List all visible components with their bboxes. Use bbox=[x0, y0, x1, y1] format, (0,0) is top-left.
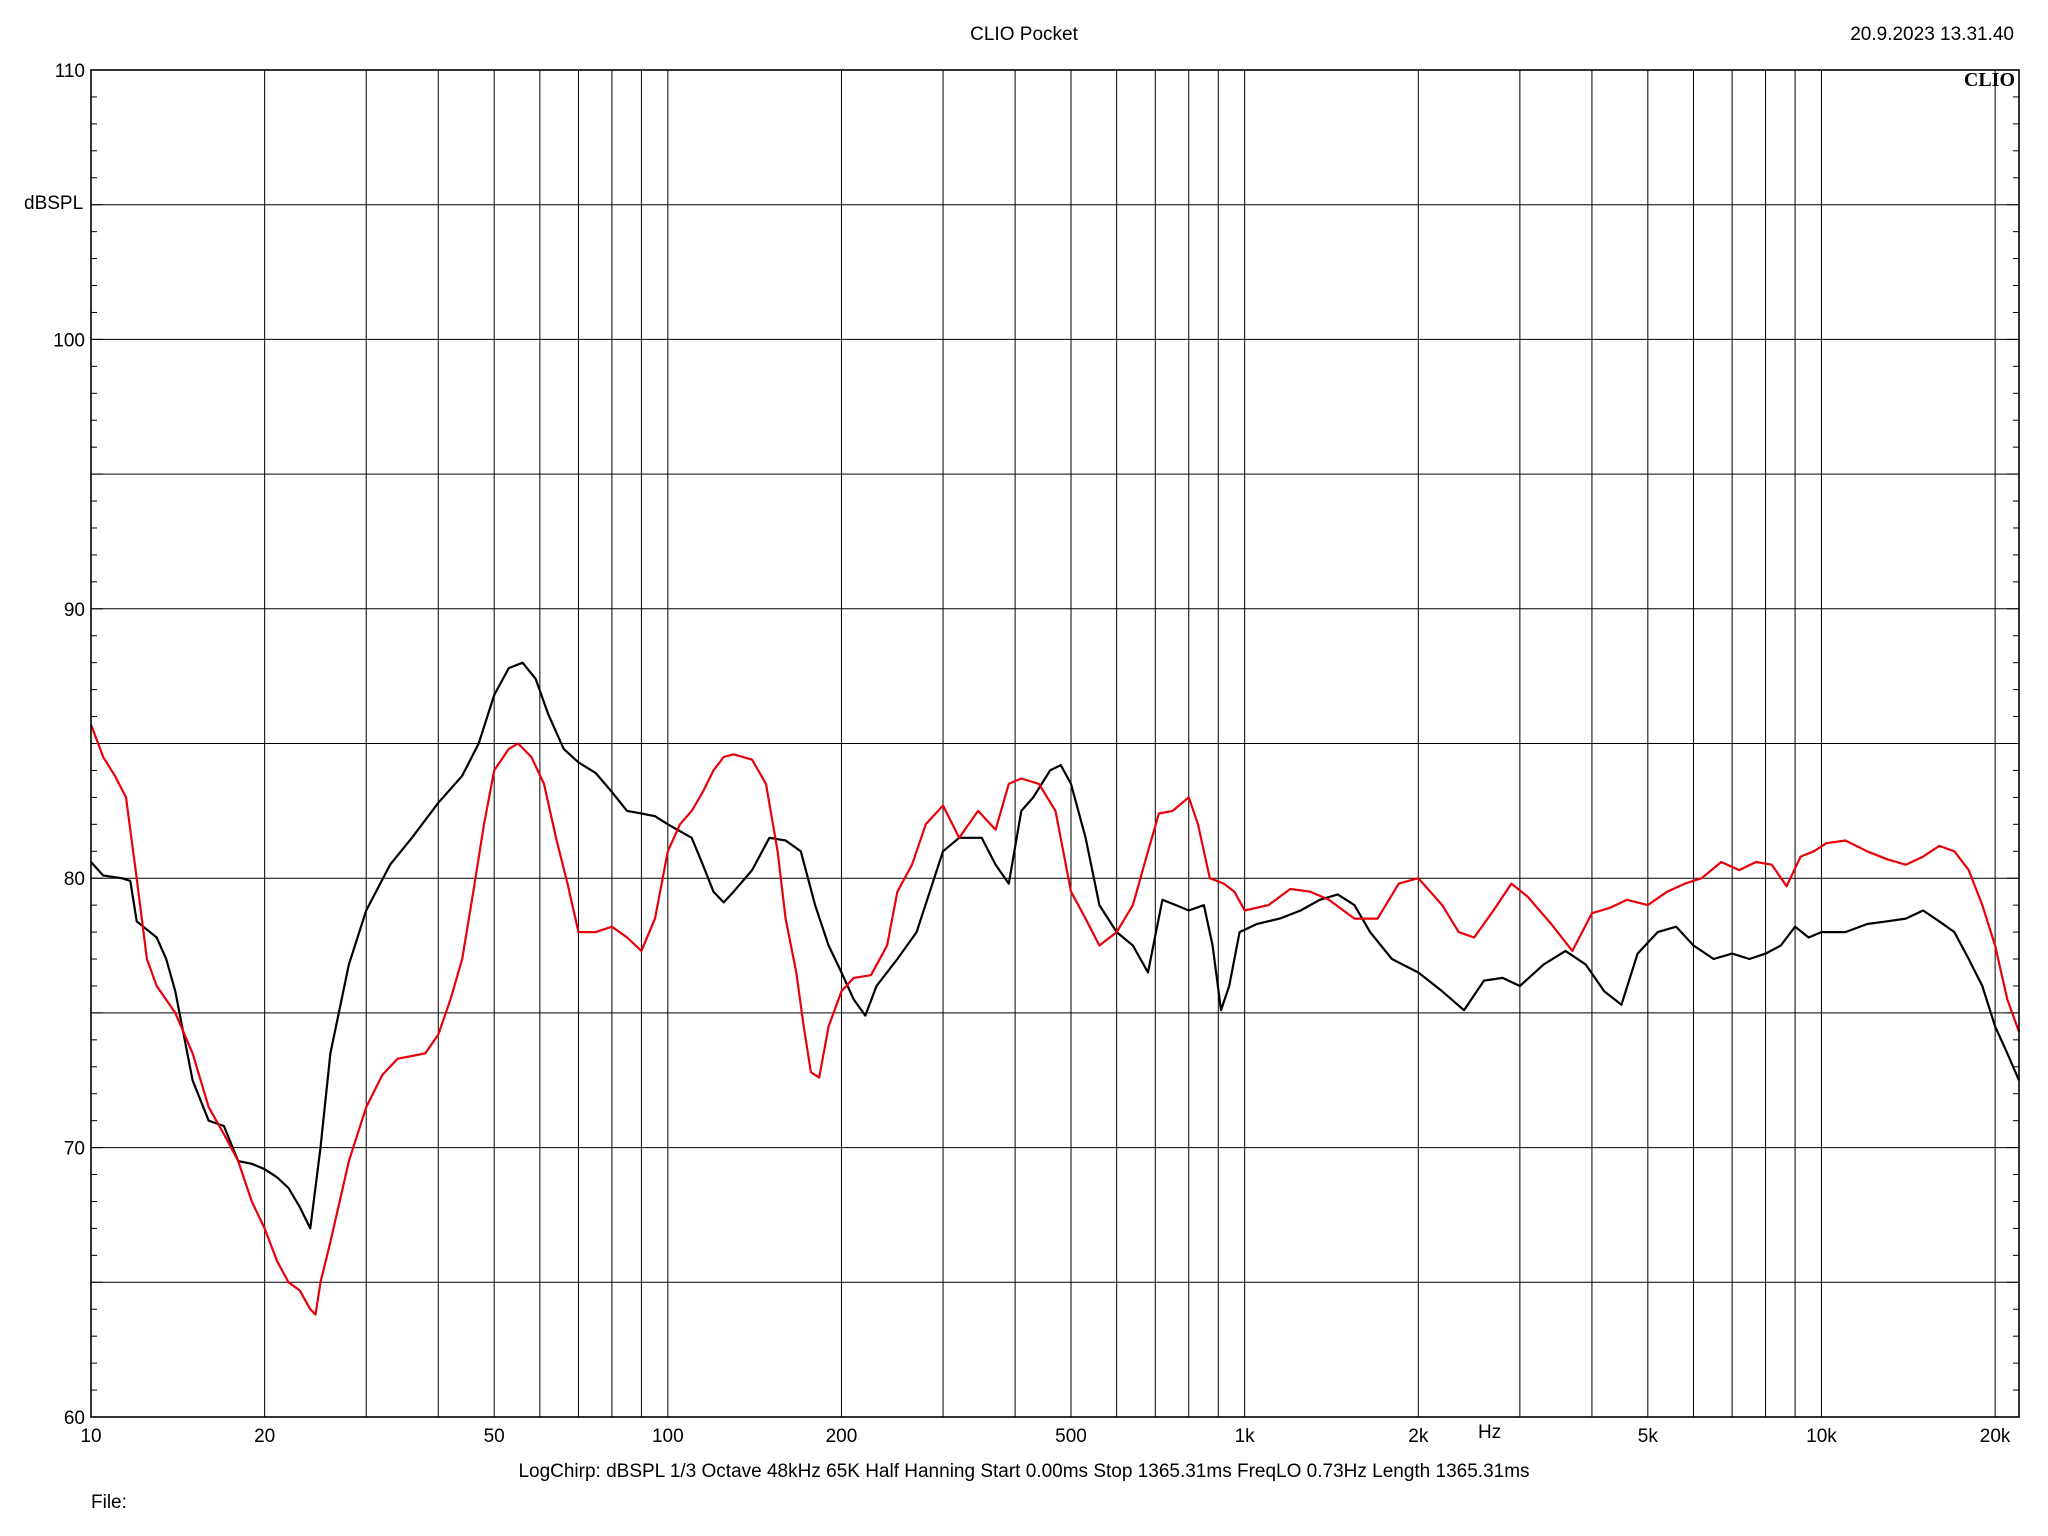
x-tick-label: 10 bbox=[80, 1426, 101, 1447]
y-axis-label: dBSPL bbox=[24, 193, 84, 214]
x-tick-label: 10k bbox=[1806, 1426, 1837, 1447]
timestamp: 20.9.2023 13.31.40 bbox=[1850, 24, 2014, 45]
y-tick-label: 100 bbox=[53, 330, 85, 351]
x-axis-unit-label: Hz bbox=[1478, 1422, 1502, 1443]
x-tick-label: 200 bbox=[826, 1426, 858, 1447]
plot-frame bbox=[90, 69, 2020, 1418]
series-line-1 bbox=[90, 661, 2021, 1230]
grid bbox=[91, 69, 2019, 1418]
y-tick-label: 90 bbox=[64, 600, 85, 621]
y-tick-label: 110 bbox=[55, 61, 85, 82]
chart-title: CLIO Pocket bbox=[970, 24, 1078, 45]
series-layer bbox=[89, 661, 2021, 1316]
x-tick-label: 5k bbox=[1638, 1426, 1659, 1447]
y-tick-label: 60 bbox=[64, 1408, 85, 1429]
x-tick-label: 2k bbox=[1408, 1426, 1429, 1447]
x-tick-label: 500 bbox=[1055, 1426, 1087, 1447]
measurement-settings: LogChirp: dBSPL 1/3 Octave 48kHz 65K Hal… bbox=[518, 1461, 1530, 1482]
y-tick-label: 70 bbox=[64, 1139, 85, 1160]
x-tick-label: 1k bbox=[1235, 1426, 1256, 1447]
x-tick-label: 100 bbox=[652, 1426, 684, 1447]
file-label: File: bbox=[91, 1492, 127, 1513]
x-tick-label: 20 bbox=[254, 1426, 275, 1447]
x-tick-label: 50 bbox=[484, 1426, 505, 1447]
y-tick-label: 80 bbox=[64, 869, 85, 890]
series-line-2 bbox=[89, 724, 2021, 1316]
clio-logo: CLIO bbox=[1964, 69, 2015, 91]
x-tick-label: 20k bbox=[1980, 1426, 2011, 1447]
